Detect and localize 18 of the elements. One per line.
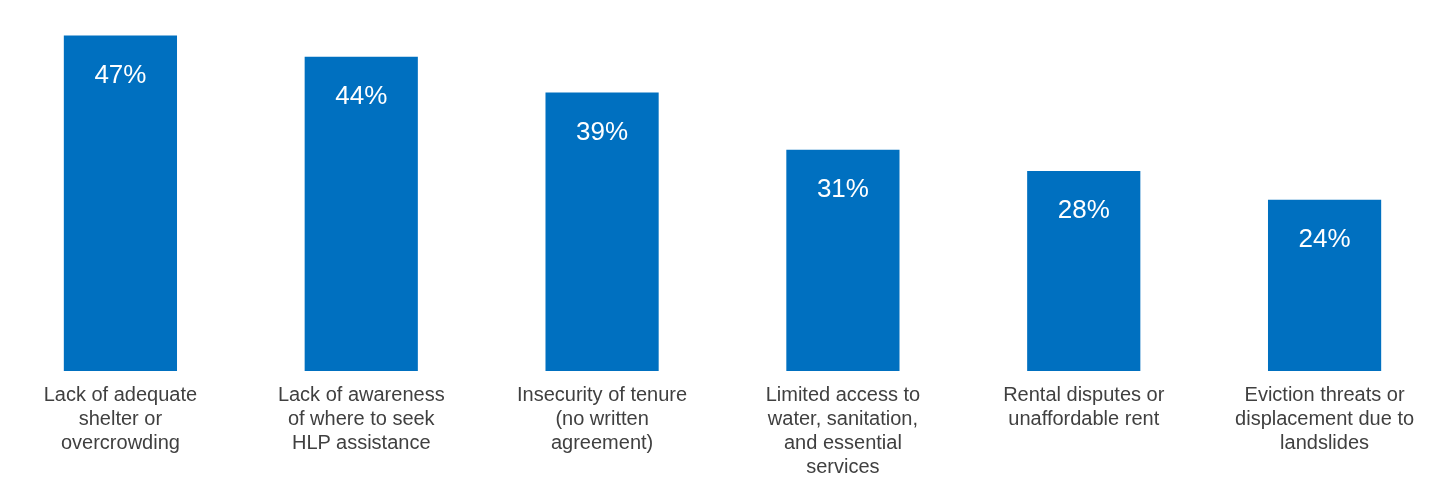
data-label: 24% xyxy=(1298,222,1351,253)
bar xyxy=(1267,199,1382,371)
data-label: 44% xyxy=(335,80,388,111)
x-tick-label: Lack of awareness of where to seek HLP assistance xyxy=(277,382,445,453)
bar xyxy=(1027,171,1141,371)
x-tick-label: Eviction threats or displacement due to landslides xyxy=(1235,382,1415,453)
data-label: 39% xyxy=(576,115,629,146)
x-tick-label: Rental disputes or unaffordable rent xyxy=(1003,382,1165,429)
x-tick-label: Insecurity of tenure (no written agreement) xyxy=(517,382,688,453)
data-label: 28% xyxy=(1057,194,1110,225)
x-tick-label: Limited access to water, sanitation, and essential services xyxy=(765,382,921,477)
x-tick-label: Lack of adequate shelter or overcrowding xyxy=(43,382,198,453)
data-label: 31% xyxy=(816,172,869,203)
data-label: 47% xyxy=(94,58,147,89)
bar xyxy=(63,35,178,371)
bar xyxy=(545,92,659,371)
bar xyxy=(786,149,900,371)
bar xyxy=(304,56,418,371)
